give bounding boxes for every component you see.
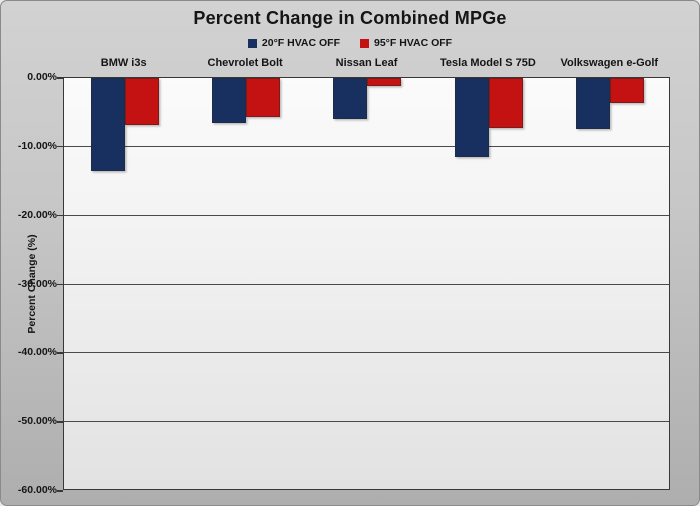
category-label-volkswagen-e-golf: Volkswagen e-Golf bbox=[560, 57, 659, 69]
bar-group-tesla-model-s-75d bbox=[428, 78, 549, 489]
legend-swatch-icon bbox=[360, 38, 369, 48]
bar-95-f-hvac-off-chevrolet-bolt bbox=[246, 78, 281, 118]
bar-20-f-hvac-off-tesla-model-s-75d bbox=[454, 78, 489, 158]
y-tick-mark bbox=[57, 145, 63, 148]
bar-95-f-hvac-off-tesla-model-s-75d bbox=[488, 78, 523, 128]
y-tick-mark bbox=[57, 352, 63, 354]
legend-item-20-f-hvac-off: 20°F HVAC OFF bbox=[247, 37, 340, 49]
y-tick-mark bbox=[57, 214, 63, 217]
legend-item-95-f-hvac-off: 95°F HVAC OFF bbox=[360, 37, 452, 49]
bar-95-f-hvac-off-bmw-i3s bbox=[124, 78, 159, 125]
bar-95-f-hvac-off-nissan-leaf bbox=[367, 78, 402, 87]
y-axis-title: Percent Change (%) bbox=[26, 234, 38, 334]
gridline bbox=[64, 283, 669, 285]
chart-legend: 20°F HVAC OFF 95°F HVAC OFF bbox=[1, 35, 699, 51]
gridline bbox=[64, 145, 669, 147]
chart-title: Percent Change in Combined MPGe bbox=[193, 8, 507, 28]
category-label-bmw-i3s: BMW i3s bbox=[100, 57, 147, 69]
bar-95-f-hvac-off-volkswagen-e-golf bbox=[610, 78, 645, 104]
y-tick-label: -30.00% bbox=[17, 277, 57, 290]
bar-20-f-hvac-off-volkswagen-e-golf bbox=[576, 78, 611, 129]
bar-group-chevrolet-bolt bbox=[185, 78, 306, 489]
y-tick-label: -20.00% bbox=[17, 208, 57, 221]
plot-area bbox=[63, 77, 670, 490]
y-tick-label: -50.00% bbox=[17, 415, 57, 428]
y-tick-mark bbox=[57, 490, 63, 492]
y-tick-label: 0.00% bbox=[27, 71, 57, 83]
legend-label: 95°F HVAC OFF bbox=[374, 37, 453, 49]
y-tick-mark bbox=[57, 421, 63, 423]
bar-20-f-hvac-off-bmw-i3s bbox=[90, 78, 125, 171]
category-label-nissan-leaf: Nissan Leaf bbox=[335, 57, 398, 69]
category-label-tesla-model-s-75d: Tesla Model S 75D bbox=[440, 57, 536, 69]
legend-label: 20°F HVAC OFF bbox=[261, 37, 340, 49]
y-tick-label: -40.00% bbox=[17, 346, 57, 359]
legend-swatch-icon bbox=[247, 38, 257, 48]
y-tick-mark bbox=[57, 283, 63, 285]
bar-group-volkswagen-e-golf bbox=[550, 78, 671, 489]
bar-group-nissan-leaf bbox=[307, 78, 428, 489]
gridline bbox=[64, 352, 669, 354]
category-label-chevrolet-bolt: Chevrolet Bolt bbox=[207, 57, 283, 69]
bar-20-f-hvac-off-chevrolet-bolt bbox=[212, 78, 247, 123]
gridline bbox=[64, 421, 669, 423]
y-tick-mark bbox=[57, 77, 63, 79]
y-tick-label: -60.00% bbox=[17, 484, 57, 496]
y-tick-label: -10.00% bbox=[17, 139, 57, 152]
bar-20-f-hvac-off-nissan-leaf bbox=[333, 78, 368, 120]
bar-group-bmw-i3s bbox=[64, 78, 185, 489]
gridline bbox=[64, 214, 669, 216]
